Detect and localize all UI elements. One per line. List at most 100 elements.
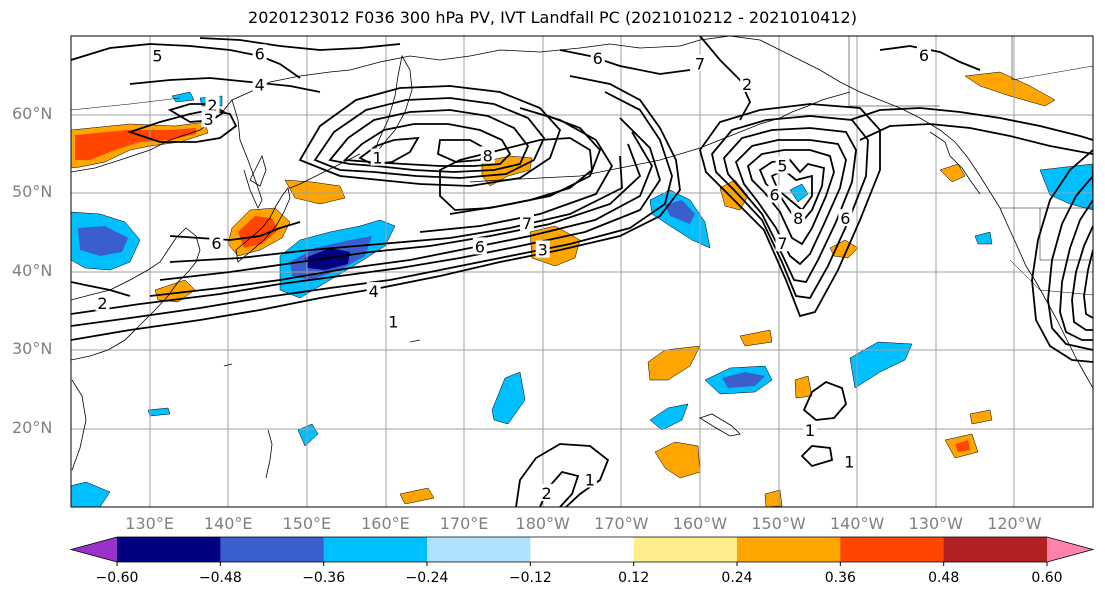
colorbar-extend-low	[71, 537, 117, 562]
lon-tick-label: 130°W	[908, 514, 963, 533]
colorbar-bin	[840, 537, 945, 562]
chart-title: 2020123012 F036 300 hPa PV, IVT Landfall…	[248, 8, 857, 27]
pv-contour-label: 4	[369, 282, 379, 301]
shade-sub-positive7	[399, 487, 435, 505]
border-alaska-canada	[848, 36, 940, 107]
colorbar-bin	[323, 537, 428, 562]
shade-sub-positive8	[764, 489, 783, 507]
pv-contour-label: 6	[475, 237, 485, 256]
shade-sub-positive9	[154, 279, 196, 303]
colorbar-tick-label: 0.36	[824, 570, 856, 586]
coast-alaska-peninsula	[779, 91, 851, 119]
pv-north-alaska-band	[849, 107, 1093, 141]
pv-contour-6	[169, 155, 623, 263]
coast-hawaii	[699, 413, 741, 437]
pv-contour-4	[149, 131, 653, 297]
pv-west-3	[1059, 199, 1093, 341]
colorbar-bin	[737, 537, 841, 562]
lon-tick-label: 140°E	[203, 514, 253, 533]
shade-sub-negative2	[849, 341, 913, 389]
coast-okhotsk	[231, 99, 263, 209]
colorbar-bin	[943, 537, 1048, 562]
colorbar-tick-label: 0.12	[618, 570, 650, 586]
lon-tick-label: 150°W	[751, 514, 806, 533]
pv-contour-label: 6	[840, 209, 850, 228]
pv-sub-1-a	[515, 443, 610, 507]
pv-contour-label: 3	[538, 241, 548, 260]
coast-japan	[235, 187, 291, 263]
pv-sub-1-b	[802, 380, 847, 421]
lat-tick-label: 60°N	[12, 103, 53, 123]
pv-contours	[71, 36, 1093, 507]
shade-kuril-positive	[284, 179, 346, 205]
pv-label-bg	[201, 110, 216, 128]
borders	[71, 36, 1093, 296]
shade-ec-negative-core	[665, 200, 695, 224]
lon-tick-label: 180°W	[515, 514, 570, 533]
lon-tick-label: 140°W	[829, 514, 885, 533]
pv-label-bg	[205, 96, 220, 114]
pv-label-bg	[150, 46, 165, 64]
pv-label-bg	[252, 44, 267, 62]
shade-pnw-negative	[1039, 163, 1093, 211]
colorbar-tick-label: 0.24	[721, 570, 753, 586]
pv-label-bg	[775, 156, 790, 174]
pv-label-bg	[791, 209, 806, 227]
pv-contour-label: 4	[255, 76, 265, 95]
pv-north-alaska-2	[699, 36, 752, 121]
colorbar-bin	[117, 537, 221, 562]
map-area	[71, 36, 1093, 507]
pv-ring-3	[328, 109, 530, 173]
pv-trough-4	[734, 139, 847, 266]
shade-sub-negative4	[649, 403, 689, 431]
border-us-states-1	[1039, 208, 1093, 261]
border-us-states-2	[1009, 259, 1093, 296]
pv-contour-label: 8	[793, 209, 803, 228]
shade-alaska-positive	[964, 71, 1056, 107]
pv-contour-1-south	[71, 75, 681, 341]
coastlines	[71, 36, 1093, 479]
shade-small-neg-c	[71, 481, 111, 507]
colorbar-tick-label: −0.48	[198, 570, 242, 586]
pv-label-bg	[582, 470, 597, 488]
coast-philippines	[71, 379, 87, 471]
pv-contour-label: 6	[211, 234, 221, 253]
pv-north-alaska-6	[879, 45, 981, 71]
pv-label-bg	[480, 146, 495, 164]
gridlines	[71, 36, 1093, 507]
pv-ring-4	[342, 123, 512, 167]
pv-label-bg	[472, 237, 487, 255]
lat-tick-label: 30°N	[12, 339, 53, 358]
pv-contour-label: 1	[373, 149, 383, 168]
colorbar-bin	[530, 537, 635, 562]
pv-label-bg	[370, 148, 385, 166]
coast-bc-islands	[929, 131, 981, 195]
pv-contour-label: 7	[522, 214, 532, 233]
pv-contour-label: 7	[777, 234, 787, 253]
coast-aleutians	[469, 117, 781, 183]
pv-north-5	[71, 43, 301, 79]
pv-contour-label: 6	[255, 44, 265, 63]
pv-label-bg	[838, 209, 853, 227]
colorbar-tick-label: −0.36	[302, 570, 346, 586]
pv-contour-label: 2	[542, 484, 552, 503]
shade-sub-positive5-core	[955, 440, 970, 452]
pv-label-bg	[842, 452, 857, 470]
pv-contour-5	[159, 143, 642, 281]
pv-contour-label: 1	[388, 313, 398, 332]
pv-west-2	[1047, 175, 1093, 351]
pv-north-2	[167, 103, 226, 123]
colorbar-tick-label: −0.24	[405, 570, 449, 586]
pv-asia-2	[71, 281, 131, 297]
shade-sub-negative1-core	[722, 372, 765, 388]
pv-contour-label: 7	[695, 54, 705, 73]
shade-sub-negative6	[147, 407, 171, 417]
shade-sub-positive2	[739, 329, 773, 347]
lon-tick-label: 170°W	[594, 514, 649, 533]
pv-trough-3	[723, 127, 857, 283]
pv-label-bg	[740, 74, 755, 92]
lon-tick-label: 170°E	[439, 514, 489, 533]
map-frame	[70, 35, 1094, 508]
pv-sub-1-c	[800, 445, 834, 468]
pv-ring-2	[313, 97, 546, 179]
